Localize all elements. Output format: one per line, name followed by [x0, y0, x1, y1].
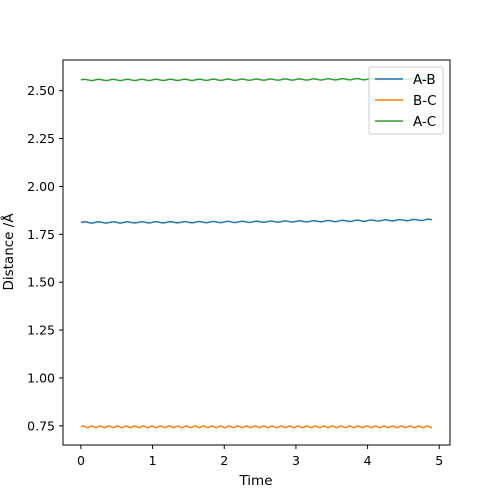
y-tick-label: 1.25: [27, 323, 55, 338]
plot-frame: [62, 59, 451, 446]
y-tick-label: 1.50: [27, 275, 55, 290]
x-axis-label: Time: [238, 473, 272, 489]
y-tick-label: 1.75: [27, 227, 55, 242]
legend-label-a-c: A-C: [413, 114, 436, 130]
x-tick-label: 3: [292, 453, 300, 468]
y-axis: 0.75 1.00 1.25 1.50 1.75 2.00 2.25 2.50: [27, 83, 63, 433]
x-tick-label: 0: [77, 453, 85, 468]
legend-box: [368, 66, 444, 135]
y-tick-label: 2.50: [27, 83, 55, 98]
legend: A-B B-C A-C: [368, 66, 444, 135]
series-line-b-c: [80, 425, 433, 429]
legend-label-b-c: B-C: [413, 93, 437, 109]
series-line-a-b: [80, 218, 433, 224]
legend-label-a-b: A-B: [413, 72, 436, 88]
x-tick-label: 1: [149, 453, 157, 468]
y-tick-label: 2.00: [27, 179, 55, 194]
x-tick-label: 2: [220, 453, 228, 468]
x-tick-label: 4: [364, 453, 372, 468]
y-tick-label: 2.25: [27, 131, 55, 146]
y-axis-label: Distance /Å: [0, 213, 17, 291]
y-tick-label: 0.75: [27, 418, 55, 433]
x-axis: 0 1 2 3 4 5: [77, 445, 443, 468]
y-tick-label: 1.00: [27, 370, 55, 385]
x-tick-label: 5: [435, 453, 443, 468]
